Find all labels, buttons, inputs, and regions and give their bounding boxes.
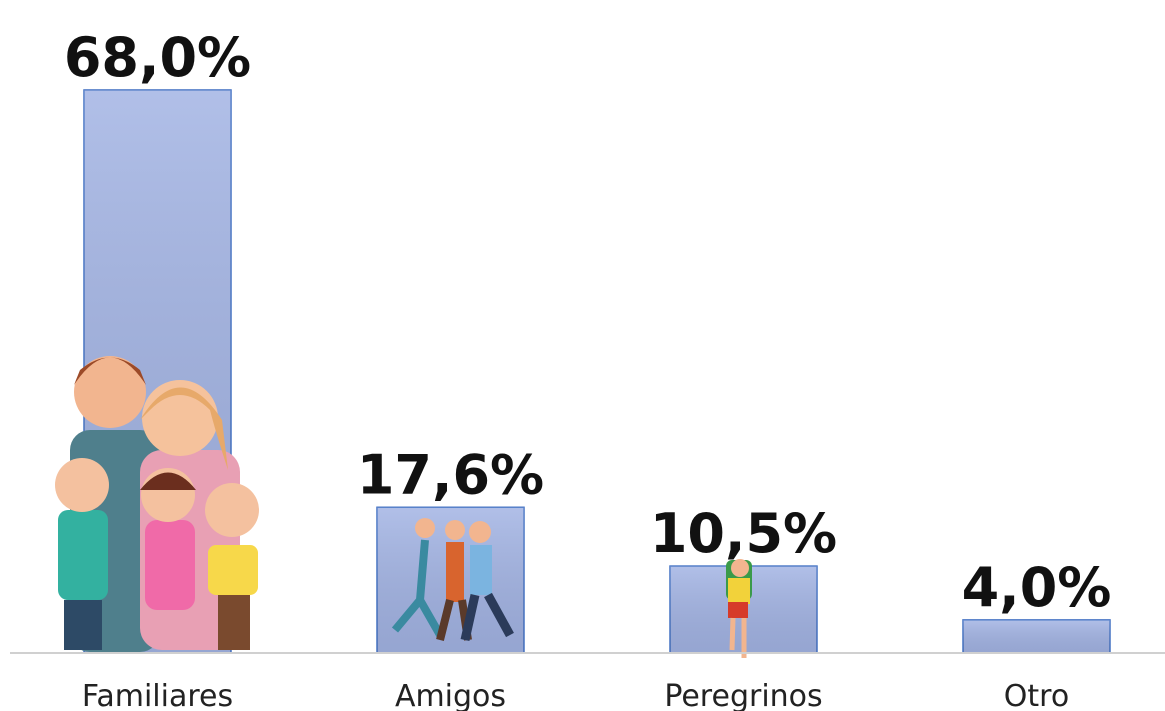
x-tick-label: Familiares — [82, 679, 233, 711]
x-tick-label: Amigos — [395, 679, 506, 711]
illustration-pilgrim — [726, 559, 752, 658]
value-label: 68,0% — [64, 26, 251, 89]
bar-shade — [963, 619, 1110, 653]
illustration-friends — [391, 518, 514, 641]
value-label: 4,0% — [962, 556, 1112, 619]
value-label: 10,5% — [650, 502, 837, 565]
value-label: 17,6% — [357, 443, 544, 506]
illustration-family — [55, 356, 259, 652]
x-tick-label: Peregrinos — [664, 679, 822, 711]
x-tick-label: Otro — [1004, 679, 1069, 711]
